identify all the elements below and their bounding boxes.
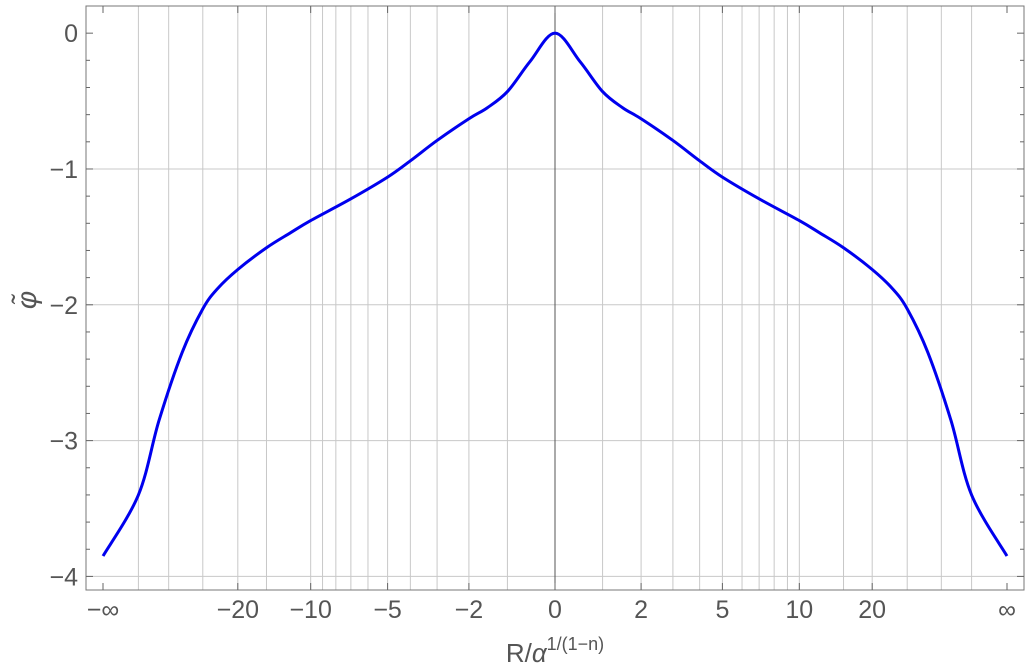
y-tick-label: −2: [49, 292, 78, 320]
x-tick-label: 2: [634, 596, 648, 624]
x-axis-label: R/α1/(1−n): [506, 634, 604, 668]
x-tick-label: 0: [548, 596, 562, 624]
x-tick-label: −∞: [87, 596, 119, 624]
tick-labels: 0−1−2−3−4−∞ −20 −10 −5 −2 0 2 5 10 20 ∞: [49, 20, 1015, 624]
x-axis-label-base: R/: [506, 638, 533, 668]
y-tick-label: −1: [49, 156, 78, 184]
y-tick-label: −4: [49, 563, 78, 591]
x-tick-label: −5: [373, 596, 402, 624]
x-tick-label: −10: [289, 596, 331, 624]
y-axis-label: φ̃: [11, 291, 42, 309]
tick-marks: [86, 6, 1024, 590]
axes: [85, 5, 1025, 591]
x-tick-label: 5: [715, 596, 729, 624]
x-tick-label: 20: [858, 596, 886, 624]
x-tick-label: −20: [217, 596, 259, 624]
y-tick-label: −3: [49, 428, 78, 456]
axis-titles: R/α1/(1−n) φ̃: [11, 291, 604, 668]
y-tick-label: 0: [64, 20, 78, 48]
x-tick-label: ∞: [998, 596, 1016, 624]
x-tick-label: −2: [455, 596, 484, 624]
x-axis-label-symbol: α: [532, 638, 548, 668]
series: [101, 31, 1009, 557]
series-line: [101, 31, 1009, 557]
x-axis-label-exponent: 1/(1−n): [547, 634, 605, 654]
x-tick-label: 10: [785, 596, 813, 624]
